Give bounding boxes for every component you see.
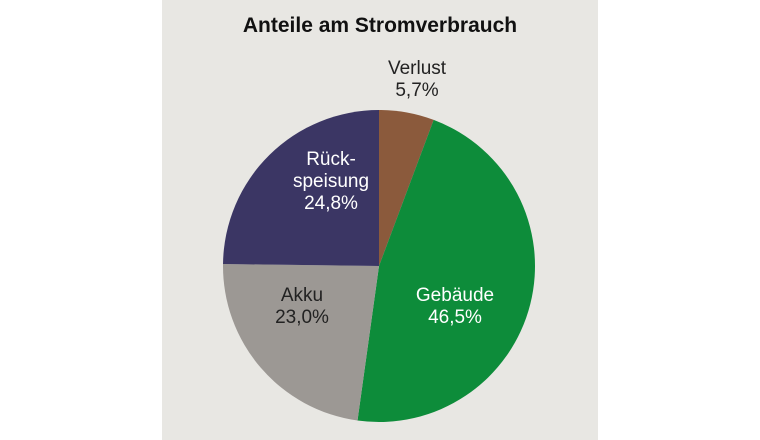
- pie-slice-geb-ude: [357, 119, 536, 423]
- pie-chart: Verlust 5,7% Gebäude 46,5% Akku 23,0% Rück-spe…: [222, 58, 536, 423]
- pie-slice-r-ckspeisung: [223, 110, 379, 266]
- chart-title: Anteile am Stromverbrauch: [242, 14, 518, 37]
- slice-label-r-ckspeisung: Rück-speisung 24,8%: [293, 149, 369, 214]
- slice-label-verlust: Verlust 5,7%: [388, 58, 447, 101]
- chart-panel: Anteile am Stromverbrauch Verlust 5,7% Geb…: [162, 0, 598, 440]
- slice-label-akku: Akku 23,0%: [275, 285, 329, 328]
- pie-slice-verlust: [379, 110, 434, 266]
- slice-label-geb-ude: Gebäude 46,5%: [416, 285, 494, 328]
- pie-slice-akku: [222, 264, 379, 421]
